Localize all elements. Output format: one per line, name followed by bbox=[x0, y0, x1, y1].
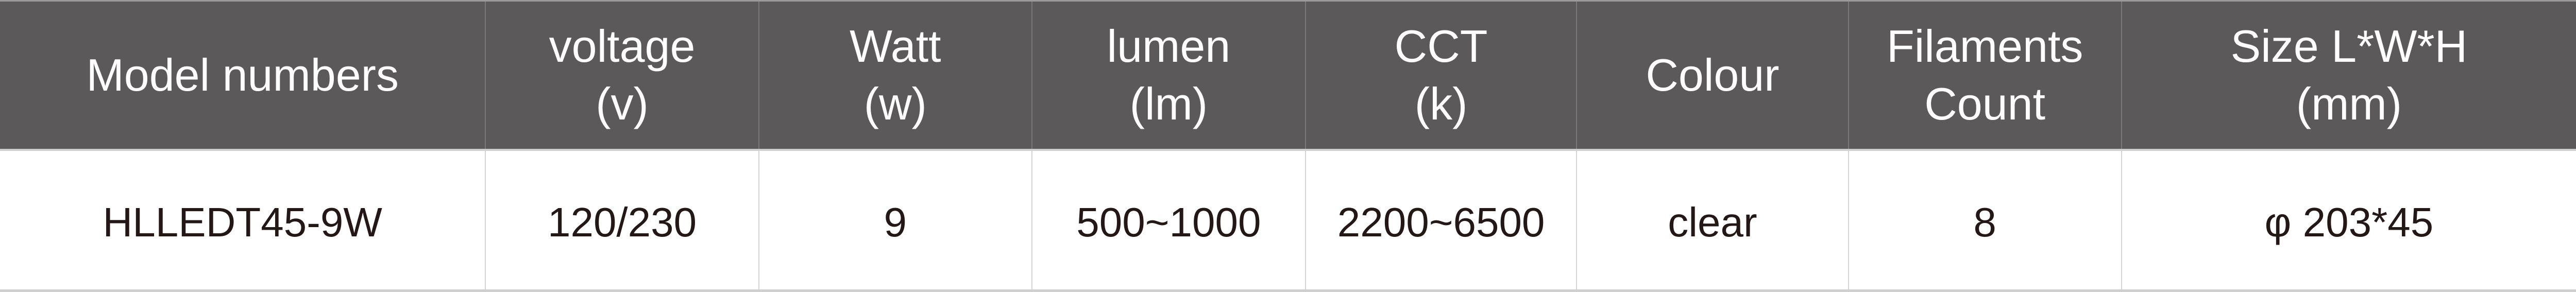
header-row: Model numbers voltage (v) Watt (w) lumen (l… bbox=[0, 2, 2576, 151]
header-cct: CCT (k) bbox=[1306, 2, 1578, 149]
header-label: voltage bbox=[549, 21, 696, 72]
header-label-line2: Count bbox=[1924, 78, 2046, 129]
cell-lumen: 500~1000 bbox=[1032, 151, 1306, 289]
header-model-numbers: Model numbers bbox=[0, 2, 486, 149]
header-size: Size L*W*H (mm) bbox=[2122, 2, 2576, 149]
cell-cct: 2200~6500 bbox=[1306, 151, 1578, 289]
header-label: Watt bbox=[849, 21, 941, 72]
cell-watt: 9 bbox=[759, 151, 1032, 289]
cell-filaments-count: 8 bbox=[1849, 151, 2122, 289]
header-unit: (mm) bbox=[2296, 78, 2402, 129]
header-unit: (k) bbox=[1414, 78, 1468, 129]
cell-model-number: HLLEDT45-9W bbox=[0, 151, 486, 289]
header-watt: Watt (w) bbox=[759, 2, 1032, 149]
cell-size: φ 203*45 bbox=[2264, 199, 2434, 245]
cell-voltage: 120/230 bbox=[486, 151, 759, 289]
header-label: Filaments bbox=[1886, 21, 2083, 72]
header-label: lumen bbox=[1107, 21, 1231, 72]
header-label: Model numbers bbox=[86, 49, 399, 100]
table-row: HLLEDT45-9W 120/230 9 500~1000 2200~6500… bbox=[0, 151, 2576, 289]
header-label: Size L*W*H bbox=[2230, 21, 2468, 72]
header-unit: (v) bbox=[596, 78, 649, 129]
header-unit: (lm) bbox=[1129, 78, 1208, 129]
header-label: Colour bbox=[1646, 49, 1780, 100]
header-unit: (w) bbox=[863, 78, 927, 129]
header-voltage: voltage (v) bbox=[486, 2, 759, 149]
header-label: CCT bbox=[1394, 21, 1488, 72]
header-lumen: lumen (lm) bbox=[1032, 2, 1306, 149]
cell-colour: clear bbox=[1577, 151, 1849, 289]
header-colour: Colour bbox=[1577, 2, 1849, 149]
header-filaments-count: Filaments Count bbox=[1849, 2, 2122, 149]
